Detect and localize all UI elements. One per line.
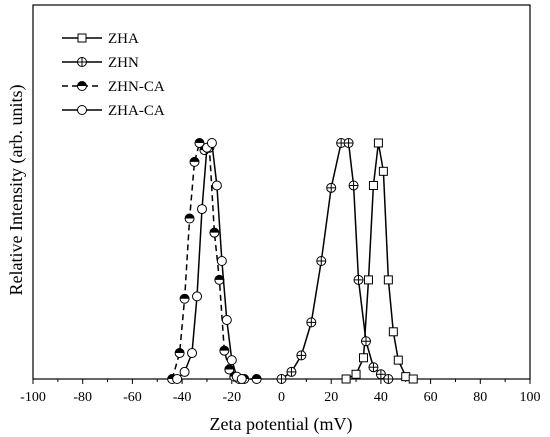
series-line xyxy=(176,141,243,380)
data-point xyxy=(196,204,207,215)
data-point xyxy=(211,180,222,191)
data-point xyxy=(194,138,205,148)
data-point xyxy=(373,138,383,148)
data-point xyxy=(353,274,364,285)
data-point xyxy=(343,138,354,148)
data-point xyxy=(77,105,87,115)
legend-item: ZHA-CA xyxy=(62,103,165,119)
data-point xyxy=(351,369,361,379)
data-point xyxy=(276,374,287,384)
x-tick-label: -40 xyxy=(173,390,192,405)
y-axis-title: Relative Intensity (arb. units) xyxy=(6,85,27,296)
data-point xyxy=(286,366,297,377)
series-layer xyxy=(167,138,418,384)
data-point xyxy=(219,345,230,356)
series-zhn-ca xyxy=(167,138,262,384)
series-zhn xyxy=(276,138,394,384)
x-axis-ticks: -100 -80 -60 -40 -20 0 20 40 60 80 100 xyxy=(20,379,541,405)
data-point xyxy=(359,353,369,363)
legend: ZHA ZHN ZHN-CA ZHA-CA xyxy=(62,31,165,119)
data-point xyxy=(179,366,190,377)
data-point xyxy=(326,182,337,193)
data-point xyxy=(172,374,183,384)
data-point xyxy=(383,374,394,384)
data-point xyxy=(363,275,373,285)
x-tick-label: 80 xyxy=(473,390,487,405)
legend-item: ZHN-CA xyxy=(62,79,165,95)
data-point xyxy=(192,291,203,302)
data-point xyxy=(383,275,393,285)
data-point xyxy=(408,374,418,384)
x-tick-label: 100 xyxy=(520,390,541,405)
data-point xyxy=(189,156,200,167)
x-tick-label: 0 xyxy=(278,390,285,405)
legend-item: ZHN xyxy=(62,55,139,71)
data-point xyxy=(77,57,87,67)
data-point xyxy=(216,256,227,266)
x-axis-title: Zeta potential (mV) xyxy=(210,414,353,435)
data-point xyxy=(378,166,388,176)
series-line xyxy=(281,142,389,380)
data-point xyxy=(348,180,359,191)
data-point xyxy=(224,364,235,375)
data-point xyxy=(296,350,307,361)
data-point xyxy=(401,372,411,382)
data-point xyxy=(306,317,317,328)
series-zha xyxy=(341,138,418,384)
x-tick-label: 60 xyxy=(424,390,438,405)
x-tick-label: 20 xyxy=(324,390,338,405)
x-tick-label: -80 xyxy=(73,390,92,405)
data-point xyxy=(251,374,262,384)
series-line xyxy=(345,142,414,380)
data-point xyxy=(187,348,198,359)
legend-label: ZHN xyxy=(108,55,139,71)
data-point xyxy=(226,355,237,366)
data-point xyxy=(316,256,327,266)
data-point xyxy=(179,293,190,304)
series-zha-ca xyxy=(172,138,247,384)
legend-label: ZHN-CA xyxy=(108,79,165,95)
x-tick-label: 40 xyxy=(374,390,388,405)
x-tick-label: -20 xyxy=(222,390,241,405)
data-point xyxy=(209,227,220,238)
data-point xyxy=(236,374,247,384)
legend-label: ZHA xyxy=(108,31,139,47)
data-point xyxy=(360,336,371,347)
data-point xyxy=(184,213,195,224)
data-point xyxy=(388,327,398,337)
data-point xyxy=(368,362,379,373)
data-point xyxy=(77,81,87,91)
data-point xyxy=(206,138,217,148)
data-point xyxy=(174,348,185,359)
data-point xyxy=(77,33,87,43)
data-point xyxy=(368,180,378,190)
x-tick-label: -100 xyxy=(20,390,46,405)
legend-label: ZHA-CA xyxy=(108,103,165,119)
data-point xyxy=(393,355,403,365)
x-tick-label: -60 xyxy=(123,390,142,405)
legend-item: ZHA xyxy=(62,31,139,47)
data-point xyxy=(375,369,386,380)
data-point xyxy=(221,315,232,325)
data-point xyxy=(341,374,351,384)
series-line xyxy=(171,141,257,380)
